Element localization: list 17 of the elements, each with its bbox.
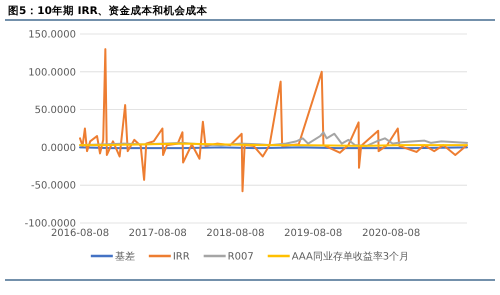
y-tick-label: -100.0000 [24,218,76,230]
y-tick-label: 100.0000 [28,67,76,78]
chart-title: 图5：10年期 IRR、资金成本和机会成本 [8,4,209,17]
y-tick-label: 150.0000 [28,30,76,40]
y-tick-label: -50.0000 [31,180,76,192]
legend-label: 基差 [114,250,135,262]
x-tick-label: 2018-08-08 [206,228,265,239]
x-tick-label: 2019-08-08 [284,228,342,239]
legend-label: R007 [228,252,254,262]
legend-label: AAA同业存单收益率3个月 [292,250,410,262]
legend-label: IRR [172,252,190,262]
x-tick-label: 2016-08-08 [50,228,110,239]
y-tick-label: 50.0000 [34,105,76,116]
y-tick-label: 0.0000 [41,142,76,154]
x-tick-label: 2017-08-08 [128,228,187,239]
line-series [79,48,468,192]
x-tick-label: 2020-08-08 [362,228,420,239]
